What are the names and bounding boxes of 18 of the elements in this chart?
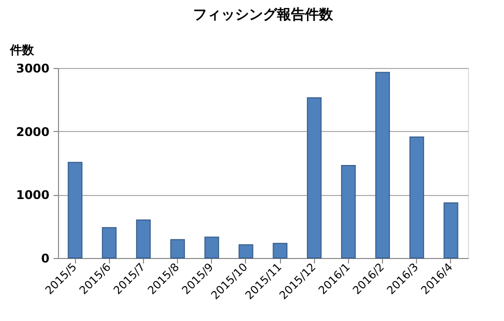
y-tick-label: 2000 (16, 124, 50, 139)
y-tick-label: 0 (41, 252, 50, 266)
chart-title: フィッシング報告件数 (193, 7, 334, 23)
bar (341, 165, 356, 258)
y-tick-label: 1000 (16, 188, 50, 202)
bar (272, 242, 288, 258)
bar (68, 162, 82, 258)
bar (170, 239, 185, 258)
bar (375, 72, 390, 258)
y-axis-title: 件数 (9, 43, 35, 57)
bar (102, 227, 117, 258)
bar (204, 236, 220, 258)
bar (306, 97, 322, 258)
bar (238, 244, 254, 258)
y-tick-label: 3000 (16, 62, 50, 76)
bar (136, 220, 151, 258)
bar (409, 136, 424, 258)
bar (444, 202, 458, 258)
